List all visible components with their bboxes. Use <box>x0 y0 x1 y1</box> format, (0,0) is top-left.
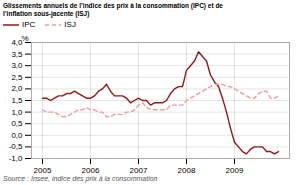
svg-text:2009: 2009 <box>226 166 244 174</box>
html-text:ISJ: ISJ <box>64 20 76 30</box>
svg-text:-0,5: -0,5 <box>9 143 23 152</box>
svg-text:%: % <box>21 34 28 43</box>
svg-text:2,0: 2,0 <box>11 85 23 94</box>
html-text:Glissements annuels de l’indic: Glissements annuels de l’indice des prix… <box>3 2 223 18</box>
svg-text:3,0: 3,0 <box>11 62 23 71</box>
svg-text:1,5: 1,5 <box>11 96 23 105</box>
svg-text:3,5: 3,5 <box>11 50 23 59</box>
svg-text:0,5: 0,5 <box>11 120 23 129</box>
svg-text:0,0: 0,0 <box>11 131 23 140</box>
html-text:Source : Insee, indice des pri: Source : Insee, indice des prix à la con… <box>3 175 158 183</box>
svg-text:2005: 2005 <box>34 166 52 174</box>
svg-text:2008: 2008 <box>178 166 196 174</box>
svg-text:2006: 2006 <box>82 166 100 174</box>
html-text:IPC: IPC <box>22 20 36 30</box>
svg-text:-1,0: -1,0 <box>9 154 23 163</box>
svg-text:4,0: 4,0 <box>11 38 23 48</box>
svg-text:2007: 2007 <box>130 166 148 174</box>
svg-text:2,5: 2,5 <box>11 73 23 82</box>
svg-text:1,0: 1,0 <box>11 108 23 117</box>
